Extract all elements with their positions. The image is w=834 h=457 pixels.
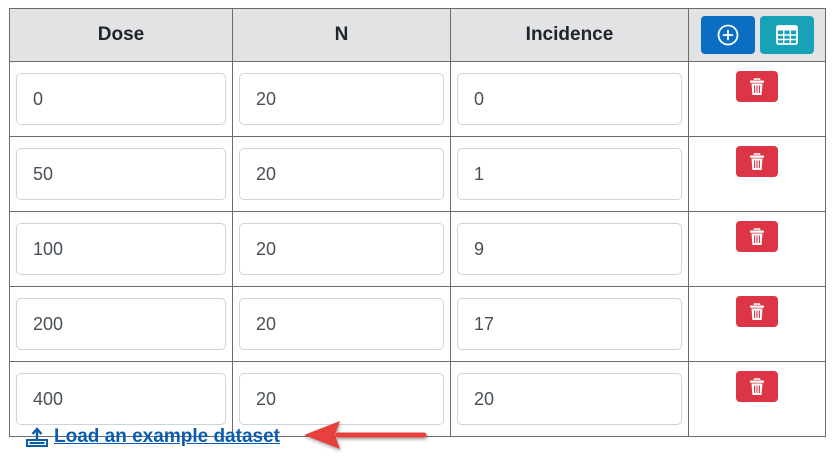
dose-input[interactable] [16, 73, 226, 125]
delete-row-button[interactable] [736, 371, 778, 402]
table-view-button[interactable] [759, 16, 814, 54]
delete-row-button[interactable] [736, 296, 778, 327]
trash-icon [750, 227, 764, 245]
n-input[interactable] [239, 148, 444, 200]
trash-icon [750, 302, 764, 320]
table-row [9, 211, 826, 287]
n-input[interactable] [239, 298, 444, 350]
delete-row-button[interactable] [736, 146, 778, 177]
n-input[interactable] [239, 373, 444, 425]
dose-input[interactable] [16, 223, 226, 275]
table-row [9, 136, 826, 212]
plus-circle-icon [717, 24, 738, 46]
load-example-dataset-link[interactable]: Load an example dataset [54, 426, 280, 447]
trash-icon [750, 77, 764, 95]
dose-input[interactable] [16, 373, 226, 425]
upload-icon [26, 427, 48, 447]
delete-row-button[interactable] [736, 221, 778, 252]
table-row [9, 286, 826, 362]
incidence-input[interactable] [457, 298, 682, 350]
dose-input[interactable] [16, 148, 226, 200]
table-row [9, 61, 826, 137]
add-row-button[interactable] [700, 16, 755, 54]
load-example-section: Load an example dataset [26, 426, 280, 448]
column-header-actions [688, 8, 826, 62]
column-header-dose: Dose [9, 8, 233, 62]
delete-row-button[interactable] [736, 71, 778, 102]
incidence-input[interactable] [457, 148, 682, 200]
column-header-n: N [232, 8, 451, 62]
trash-icon [750, 377, 764, 395]
column-header-incidence: Incidence [450, 8, 689, 62]
incidence-input[interactable] [457, 373, 682, 425]
n-input[interactable] [239, 73, 444, 125]
incidence-input[interactable] [457, 73, 682, 125]
n-input[interactable] [239, 223, 444, 275]
table-row [9, 361, 826, 437]
trash-icon [750, 152, 764, 170]
header-actions [689, 16, 825, 54]
dataset-table: Dose N Incidence [9, 8, 826, 437]
table-header-row: Dose N Incidence [9, 8, 826, 62]
dose-input[interactable] [16, 298, 226, 350]
arrow-left-icon [304, 421, 427, 449]
table-icon [775, 25, 798, 45]
incidence-input[interactable] [457, 223, 682, 275]
